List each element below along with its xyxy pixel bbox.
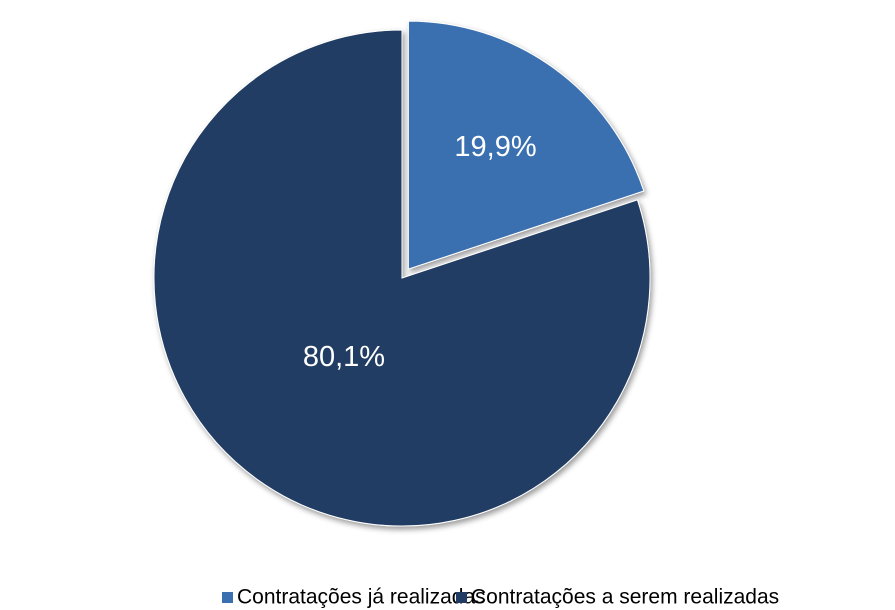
legend-label: Contratações a serem realizadas [471, 586, 779, 609]
data-label: 80,1% [303, 341, 385, 373]
data-label: 19,9% [454, 131, 536, 163]
legend-swatch [222, 592, 233, 603]
legend-label: Contratações já realizadas [237, 586, 486, 609]
pie-slice [153, 29, 651, 527]
legend-swatch [456, 592, 467, 603]
pie-slice [407, 20, 645, 270]
